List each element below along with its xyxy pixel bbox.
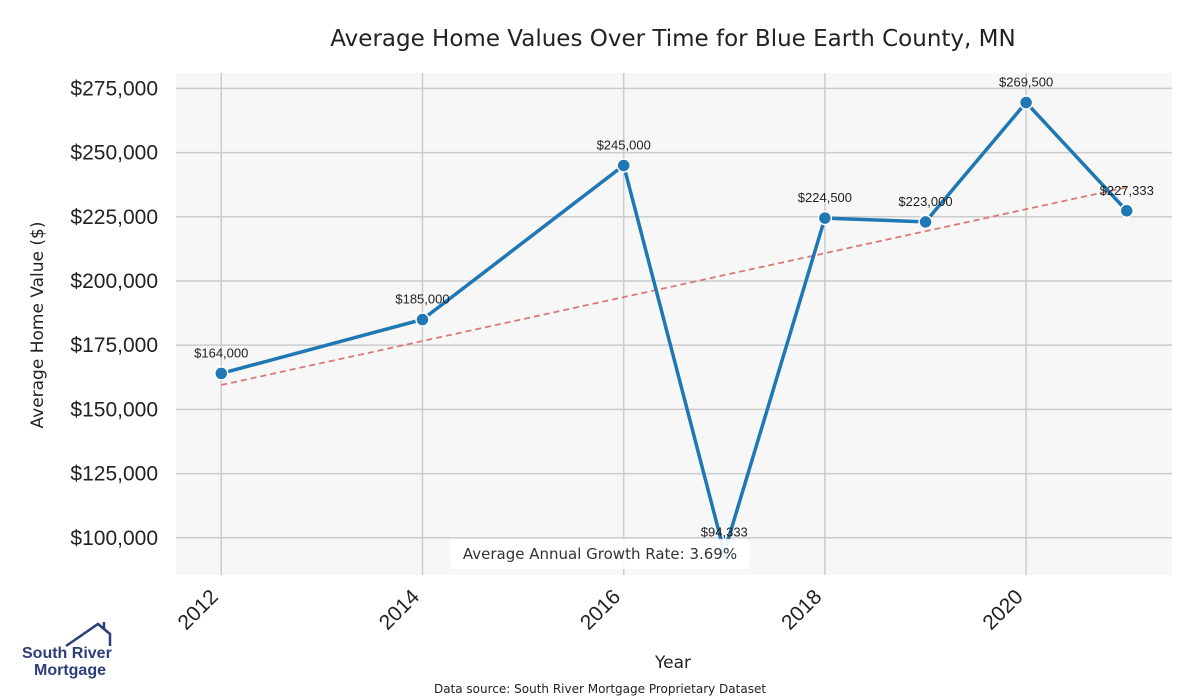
chart-title: Average Home Values Over Time for Blue E… — [330, 26, 1015, 52]
growth-rate-annotation: Average Annual Growth Rate: 3.69% — [450, 539, 750, 569]
data-point — [918, 214, 933, 230]
growth-rate-box — [450, 539, 750, 569]
x-tick-label: 2018 — [777, 585, 826, 634]
grid-lines — [176, 73, 1172, 575]
y-tick-label: $175,000 — [70, 334, 158, 357]
data-label: $94,333 — [701, 524, 748, 539]
trend-line-group — [221, 186, 1127, 386]
x-tick-label: 2014 — [375, 585, 425, 635]
y-tick-label: $225,000 — [70, 206, 158, 229]
y-tick-label: $100,000 — [70, 527, 158, 550]
logo-text-line2: Mortgage — [34, 662, 106, 679]
data-point — [616, 158, 631, 173]
data-label: $224,500 — [798, 190, 852, 205]
x-tick-label: 2016 — [576, 585, 625, 634]
trend-line — [221, 186, 1127, 386]
plot-area-background — [176, 73, 1172, 575]
x-axis-label: Year — [654, 653, 691, 673]
growth-rate-text: Average Annual Growth Rate: 3.69% — [463, 545, 737, 563]
data-point — [1018, 95, 1034, 110]
data-label: $269,500 — [999, 75, 1053, 90]
y-tick-label: $150,000 — [70, 398, 158, 421]
data-point — [1119, 203, 1134, 219]
y-axis-ticks: $100,000 $125,000 $150,000 $175,000 $200,000… — [70, 77, 158, 549]
data-label: $185,000 — [395, 292, 449, 307]
y-tick-label: $200,000 — [70, 270, 158, 293]
y-axis-label: Average Home Value ($) — [28, 222, 48, 429]
data-label: $164,000 — [194, 345, 248, 360]
x-tick-label: 2012 — [174, 585, 223, 634]
y-tick-label: $125,000 — [70, 463, 158, 486]
data-point — [214, 366, 229, 381]
data-source-note: Data source: South River Mortgage Propri… — [434, 682, 766, 696]
data-label: $223,000 — [898, 194, 952, 209]
x-axis-ticks: 2012 2014 2016 2018 2020 — [174, 585, 1028, 635]
y-tick-label: $275,000 — [70, 77, 158, 100]
data-labels: $164,000 $185,000 $245,000 $94,333 $224,500 $… — [194, 75, 1154, 540]
data-point — [817, 210, 833, 226]
series-line — [220, 100, 1128, 555]
data-point — [415, 312, 430, 327]
data-label: $245,000 — [597, 137, 651, 152]
data-label: $227,333 — [1100, 183, 1154, 198]
y-tick-label: $250,000 — [70, 142, 158, 165]
x-tick-label: 2020 — [978, 585, 1027, 634]
company-logo: South River Mortgage — [22, 622, 112, 679]
logo-text-line1: South River — [22, 645, 112, 662]
